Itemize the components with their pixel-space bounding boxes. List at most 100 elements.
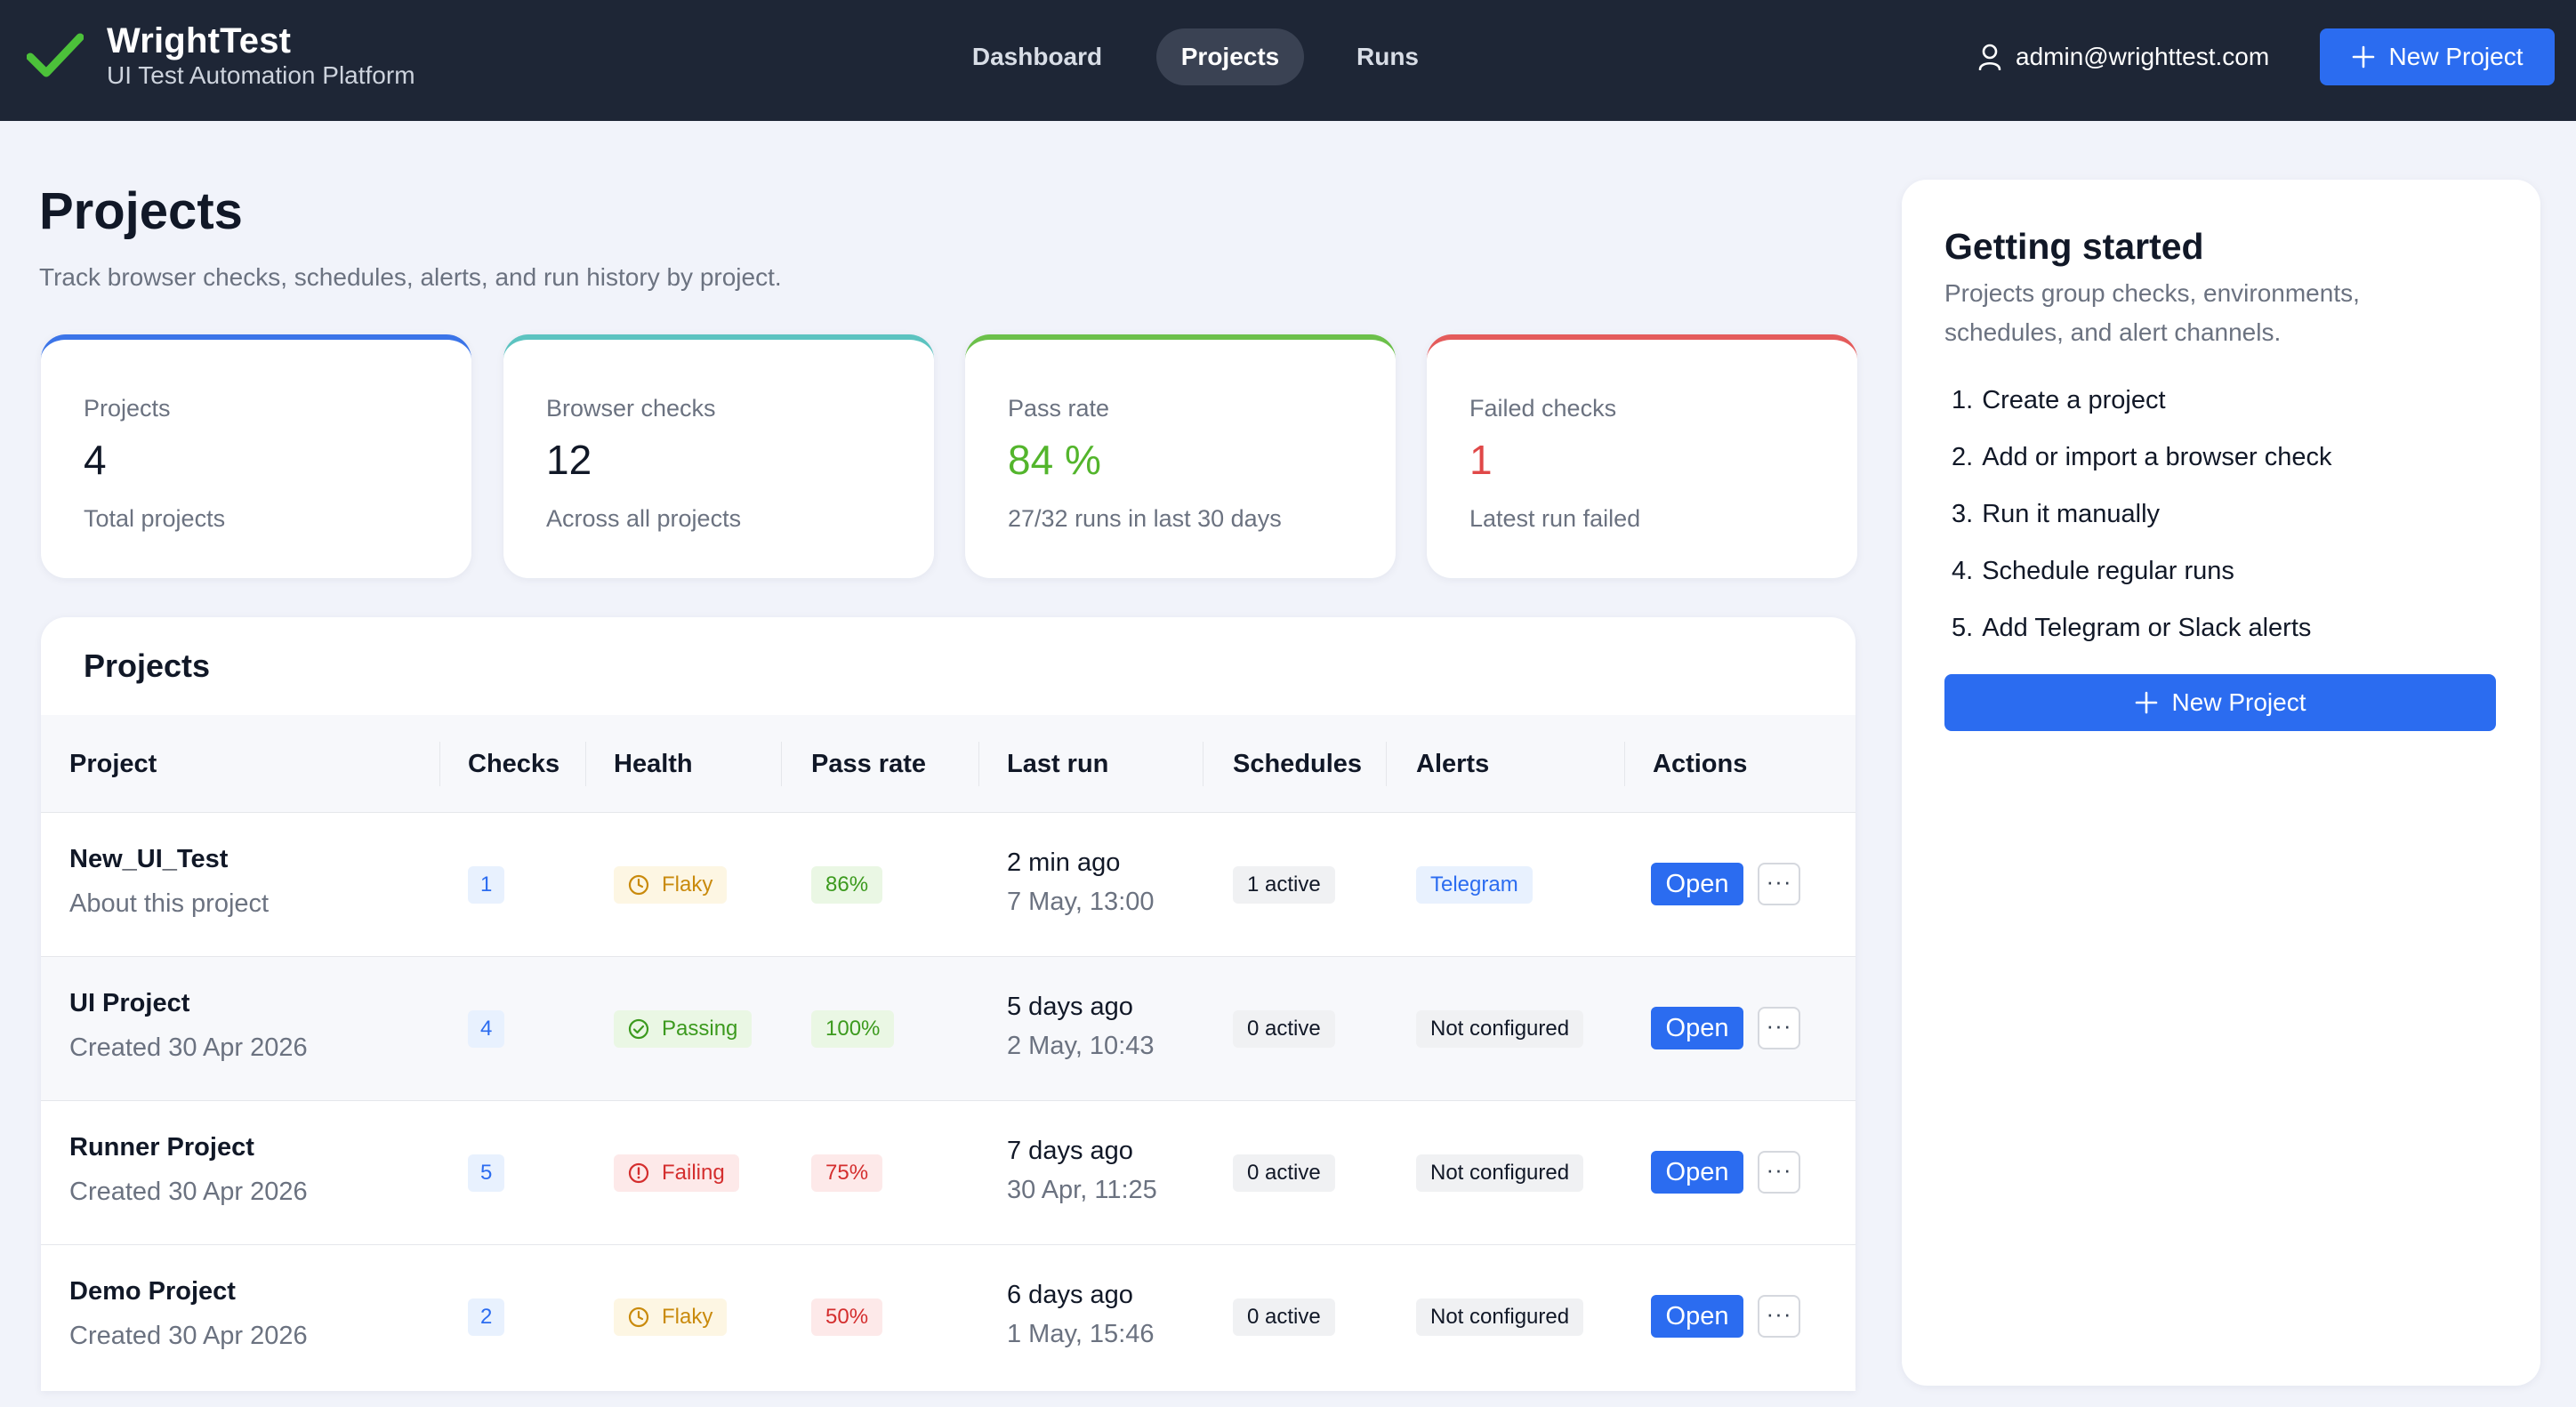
project-description: About this project (69, 889, 270, 918)
open-button[interactable]: Open (1651, 1295, 1743, 1338)
more-options-button[interactable]: ··· (1758, 1007, 1800, 1049)
last-run-relative: 2 min ago (1007, 848, 1121, 877)
health-badge: Flaky (614, 866, 728, 904)
pass-rate-badge: 86% (811, 866, 883, 904)
stat-card-browser-checks: Browser checks 12 Across all projects (503, 334, 934, 578)
column-divider (439, 742, 440, 786)
stat-sub: Total projects (84, 505, 226, 532)
clock-icon (628, 1306, 649, 1328)
step-item: 2. Add or import a browser check (1952, 438, 2331, 494)
schedules-badge: 0 active (1233, 1154, 1335, 1192)
nav-projects[interactable]: Projects (1156, 28, 1304, 85)
step-item: 3. Run it manually (1952, 494, 2331, 551)
open-button[interactable]: Open (1651, 1007, 1743, 1049)
new-project-sidebar-button[interactable]: New Project (1944, 674, 2496, 731)
col-actions[interactable]: Actions (1653, 750, 1748, 778)
last-run-relative: 7 days ago (1007, 1137, 1133, 1165)
step-text: Run it manually (1982, 500, 2161, 528)
nav-dashboard[interactable]: Dashboard (971, 43, 1103, 70)
last-run-date: 7 May, 13:00 (1007, 888, 1155, 916)
schedules-badge: 0 active (1233, 1010, 1335, 1048)
table-row[interactable]: Demo Project Created 30 Apr 2026 2 Flaky… (41, 1245, 1856, 1389)
stat-label: Pass rate (1008, 395, 1110, 422)
getting-started-card: Getting started Projects group checks, e… (1902, 180, 2540, 1386)
col-pass-rate[interactable]: Pass rate (811, 750, 926, 778)
getting-started-title: Getting started (1944, 226, 2204, 267)
step-item: 1. Create a project (1952, 381, 2331, 438)
col-last-run[interactable]: Last run (1007, 750, 1109, 778)
step-item: 5. Add Telegram or Slack alerts (1952, 608, 2331, 665)
col-health[interactable]: Health (614, 750, 693, 778)
stat-card-pass-rate: Pass rate 84 % 27/32 runs in last 30 day… (965, 334, 1396, 578)
project-name[interactable]: Demo Project (69, 1277, 236, 1306)
projects-table-card: Projects Project Checks Health Pass rate… (41, 617, 1856, 1391)
stat-card-failed-checks: Failed checks 1 Latest run failed (1427, 334, 1857, 578)
nav-runs[interactable]: Runs (1356, 43, 1419, 70)
top-bar: WrightTest UI Test Automation Platform D… (0, 0, 2576, 121)
step-number: 1. (1952, 386, 1974, 414)
stat-value: 4 (84, 437, 107, 483)
project-name[interactable]: New_UI_Test (69, 845, 229, 873)
health-label: Flaky (662, 872, 713, 896)
clock-icon (628, 874, 649, 896)
stat-label: Browser checks (546, 395, 716, 422)
stat-value: 84 % (1008, 437, 1101, 483)
health-badge: Passing (614, 1010, 753, 1048)
stat-value: 1 (1469, 437, 1493, 483)
stat-card-projects: Projects 4 Total projects (41, 334, 471, 578)
stat-sub: Across all projects (546, 505, 742, 532)
project-name[interactable]: Runner Project (69, 1133, 254, 1162)
open-button[interactable]: Open (1651, 1151, 1743, 1194)
stat-value: 12 (546, 437, 592, 483)
health-label: Failing (662, 1161, 725, 1185)
step-number: 3. (1952, 500, 1974, 528)
open-button[interactable]: Open (1651, 863, 1743, 905)
brand-tagline: UI Test Automation Platform (107, 61, 415, 89)
table-title: Projects (84, 647, 211, 684)
table-row[interactable]: New_UI_Test About this project 1 Flaky 8… (41, 813, 1856, 957)
brand-name: WrightTest (107, 21, 292, 60)
user-email: admin@wrighttest.com (2016, 43, 2270, 70)
check-circle-icon (628, 1018, 649, 1040)
more-options-button[interactable]: ··· (1758, 1295, 1800, 1338)
schedules-badge: 1 active (1233, 866, 1335, 904)
stat-label: Projects (84, 395, 171, 422)
project-name[interactable]: UI Project (69, 989, 190, 1017)
table-row[interactable]: Runner Project Created 30 Apr 2026 5 Fai… (41, 1101, 1856, 1245)
col-alerts[interactable]: Alerts (1416, 750, 1490, 778)
step-number: 4. (1952, 557, 1974, 585)
alerts-badge: Telegram (1416, 866, 1533, 904)
pass-rate-badge: 75% (811, 1154, 883, 1192)
more-options-button[interactable]: ··· (1758, 1151, 1800, 1194)
more-options-button[interactable]: ··· (1758, 863, 1800, 905)
column-divider (781, 742, 782, 786)
last-run-relative: 5 days ago (1007, 993, 1133, 1021)
plus-icon (2135, 691, 2157, 714)
table-header: Project Checks Health Pass rate Last run… (41, 715, 1856, 813)
col-schedules[interactable]: Schedules (1233, 750, 1363, 778)
user-menu[interactable]: admin@wrighttest.com (1978, 39, 2269, 75)
alerts-badge: Not configured (1416, 1010, 1584, 1048)
col-checks[interactable]: Checks (468, 750, 560, 778)
table-row[interactable]: UI Project Created 30 Apr 2026 4 Passing… (41, 957, 1856, 1101)
step-number: 5. (1952, 614, 1974, 642)
new-project-header-button[interactable]: New Project (2320, 28, 2555, 85)
column-divider (978, 742, 979, 786)
new-project-sidebar-label: New Project (2171, 688, 2306, 716)
getting-started-description: Projects group checks, environments, sch… (1944, 279, 2360, 346)
health-label: Passing (662, 1017, 738, 1041)
project-description: Created 30 Apr 2026 (69, 1033, 308, 1062)
alerts-badge: Not configured (1416, 1298, 1584, 1336)
step-text: Schedule regular runs (1982, 557, 2234, 585)
column-divider (1386, 742, 1387, 786)
col-project[interactable]: Project (69, 750, 157, 778)
pass-rate-badge: 100% (811, 1010, 895, 1048)
alerts-badge: Not configured (1416, 1154, 1584, 1192)
health-label: Flaky (662, 1305, 713, 1329)
step-item: 4. Schedule regular runs (1952, 551, 2331, 608)
checkmark-logo-icon (27, 33, 84, 77)
stat-label: Failed checks (1469, 395, 1617, 422)
page-subtitle: Track browser checks, schedules, alerts,… (39, 263, 782, 291)
step-text: Add or import a browser check (1982, 443, 2332, 471)
last-run-date: 30 Apr, 11:25 (1007, 1176, 1157, 1204)
